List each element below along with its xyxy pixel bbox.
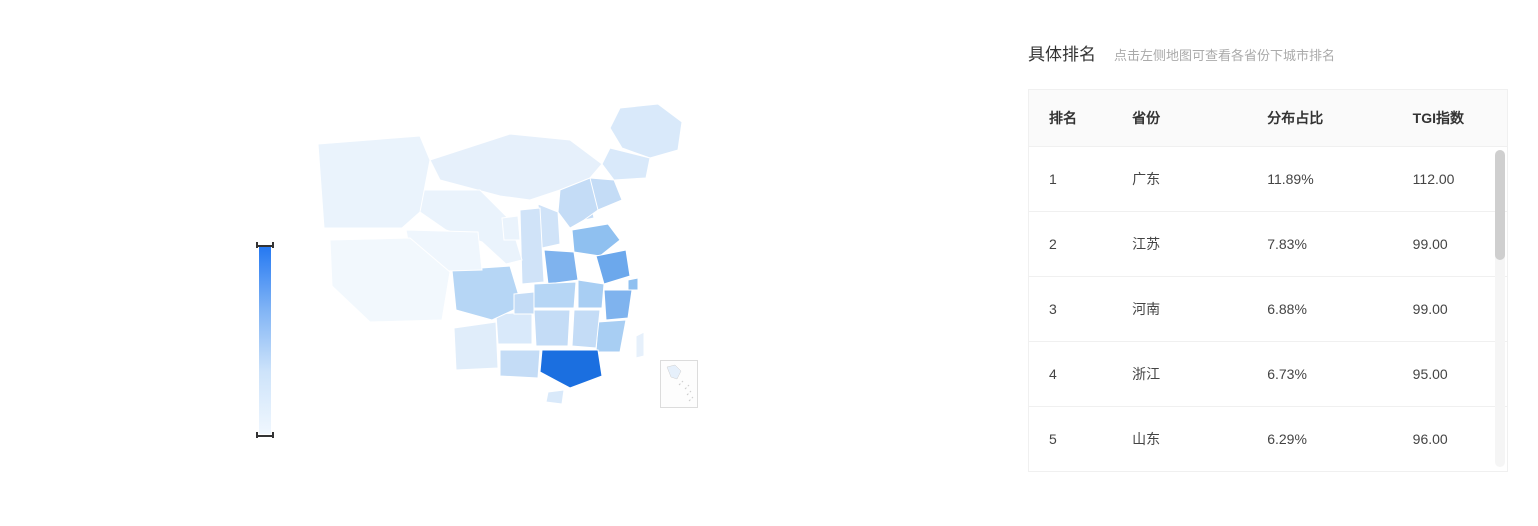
china-map[interactable] (310, 100, 710, 420)
cell-province: 江苏 (1112, 212, 1247, 277)
province-henan[interactable] (544, 250, 578, 284)
province-guangxi[interactable] (500, 350, 540, 378)
province-heilongjiang[interactable] (610, 104, 682, 158)
province-guizhou[interactable] (496, 312, 532, 344)
province-yunnan[interactable] (454, 322, 498, 370)
cell-tgi: 99.00 (1393, 277, 1507, 342)
cell-percentage: 6.29% (1247, 407, 1392, 472)
cell-province: 山东 (1112, 407, 1247, 472)
col-header-province[interactable]: 省份 (1112, 90, 1247, 147)
cell-province: 广东 (1112, 147, 1247, 212)
col-header-rank[interactable]: 排名 (1029, 90, 1112, 147)
legend-gradient (259, 246, 271, 434)
province-zhejiang[interactable] (604, 290, 632, 320)
ranking-header: 具体排名 点击左侧地图可查看各省份下城市排名 (1028, 40, 1508, 65)
province-ningxia[interactable] (502, 216, 520, 240)
cell-rank: 2 (1029, 212, 1112, 277)
map-legend (256, 244, 274, 436)
table-header-row: 排名 省份 分布占比 TGI指数 (1029, 90, 1507, 147)
cell-tgi: 99.00 (1393, 212, 1507, 277)
table-row[interactable]: 1广东11.89%112.00 (1029, 147, 1507, 212)
cell-rank: 1 (1029, 147, 1112, 212)
cell-tgi: 112.00 (1393, 147, 1507, 212)
legend-cap-bottom[interactable] (256, 434, 274, 436)
province-hubei[interactable] (534, 282, 576, 308)
ranking-panel: 具体排名 点击左侧地图可查看各省份下城市排名 排名 省份 分布占比 TGI指数 … (1028, 0, 1538, 526)
cell-tgi: 96.00 (1393, 407, 1507, 472)
ranking-table-wrapper: 排名 省份 分布占比 TGI指数 1广东11.89%112.002江苏7.83%… (1028, 89, 1508, 472)
table-row[interactable]: 5山东6.29%96.00 (1029, 407, 1507, 472)
ranking-title: 具体排名 (1028, 40, 1096, 65)
table-row[interactable]: 3河南6.88%99.00 (1029, 277, 1507, 342)
col-header-percentage[interactable]: 分布占比 (1247, 90, 1392, 147)
province-fujian[interactable] (596, 320, 626, 352)
cell-rank: 4 (1029, 342, 1112, 407)
province-shaanxi[interactable] (520, 208, 544, 284)
col-header-tgi[interactable]: TGI指数 (1393, 90, 1507, 147)
province-shandong[interactable] (572, 224, 620, 256)
province-jiangxi[interactable] (572, 310, 600, 348)
cell-percentage: 11.89% (1247, 147, 1392, 212)
cell-rank: 3 (1029, 277, 1112, 342)
province-guangdong[interactable] (540, 350, 602, 388)
map-section (0, 0, 1028, 526)
province-hainan[interactable] (546, 390, 564, 404)
cell-province: 河南 (1112, 277, 1247, 342)
ranking-subtitle: 点击左侧地图可查看各省份下城市排名 (1114, 45, 1335, 64)
cell-percentage: 6.88% (1247, 277, 1392, 342)
cell-percentage: 7.83% (1247, 212, 1392, 277)
cell-rank: 5 (1029, 407, 1112, 472)
cell-province: 浙江 (1112, 342, 1247, 407)
south-sea-inset (660, 360, 698, 408)
cell-tgi: 95.00 (1393, 342, 1507, 407)
table-row[interactable]: 4浙江6.73%95.00 (1029, 342, 1507, 407)
cell-percentage: 6.73% (1247, 342, 1392, 407)
province-chongqing[interactable] (514, 292, 534, 314)
province-hunan[interactable] (534, 310, 570, 346)
ranking-table: 排名 省份 分布占比 TGI指数 1广东11.89%112.002江苏7.83%… (1029, 90, 1507, 471)
province-anhui[interactable] (578, 280, 604, 308)
table-row[interactable]: 2江苏7.83%99.00 (1029, 212, 1507, 277)
scrollbar-thumb[interactable] (1495, 150, 1505, 260)
province-xinjiang[interactable] (318, 136, 430, 228)
province-jiangsu[interactable] (596, 250, 630, 284)
province-taiwan[interactable] (636, 332, 644, 358)
province-sichuan[interactable] (452, 266, 522, 320)
province-shanghai[interactable] (628, 278, 638, 290)
legend-cap-top[interactable] (256, 244, 274, 246)
